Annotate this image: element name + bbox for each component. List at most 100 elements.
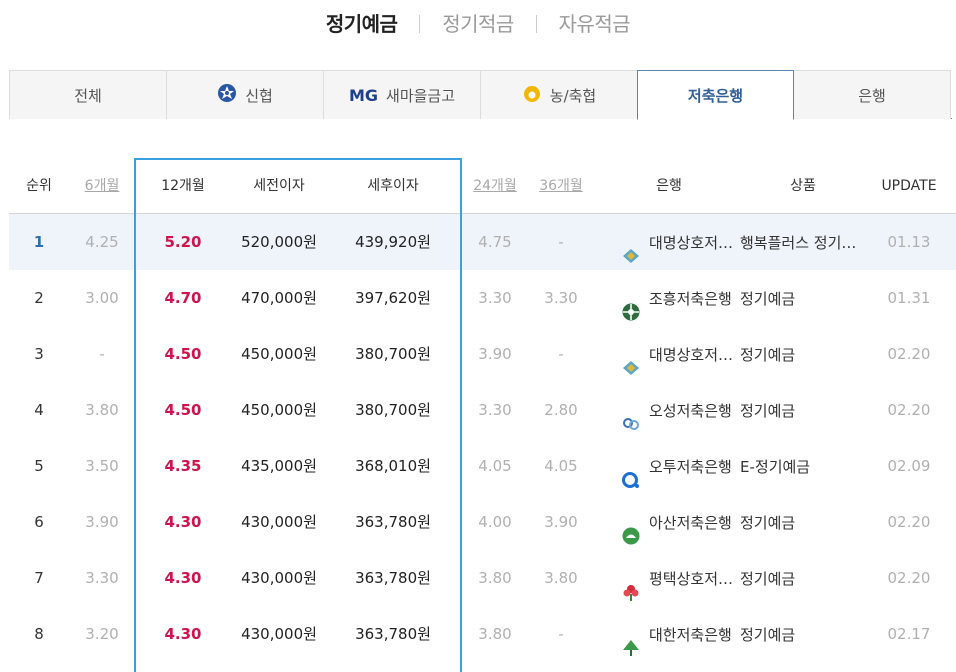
tab-nonghyup[interactable]: 농/축협: [480, 70, 638, 119]
pre-tax-interest-cell: 450,000원: [241, 345, 317, 363]
update-date-cell: 02.09: [887, 457, 931, 475]
rate-36-month-cell: 3.30: [544, 289, 578, 307]
tab-divider: [535, 15, 537, 33]
product-name: 정기예금: [740, 513, 796, 532]
product-cell[interactable]: 정기예금: [740, 606, 862, 662]
tab-savings-bank[interactable]: 저축은행: [637, 70, 794, 120]
product-name: 행복플러스 정기예금: [740, 233, 858, 252]
rate-12-month-cell: 4.30: [164, 569, 202, 587]
post-tax-interest-cell: 397,620원: [355, 289, 431, 307]
tab-fixed-deposit[interactable]: 정기예금: [325, 12, 398, 36]
rate-24-month-cell: 3.30: [478, 289, 512, 307]
table-body: 1 4.25 5.20 520,000원 439,920원 4.75 - 대명상호저축은행 행복…: [9, 214, 956, 662]
tab-all[interactable]: 전체: [9, 70, 167, 119]
table-row[interactable]: 1 4.25 5.20 520,000원 439,920원 4.75 - 대명상호저축은행 행복…: [9, 214, 956, 270]
bank-name: 오투저축은행: [649, 457, 732, 476]
table-row[interactable]: 7 3.30 4.30 430,000원 363,780원 3.80 3.80 평택상호저축은…: [9, 550, 956, 606]
table-row[interactable]: 8 3.20 4.30 430,000원 363,780원 3.80 - 대한저축은행 정기예금…: [9, 606, 956, 662]
post-tax-interest-cell: 368,010원: [355, 457, 431, 475]
product-name: 정기예금: [740, 625, 796, 644]
tab-fixed-savings[interactable]: 정기적금: [442, 12, 514, 36]
product-cell[interactable]: 정기예금: [740, 270, 862, 326]
product-cell[interactable]: 정기예금: [740, 494, 862, 550]
header-6-month[interactable]: 6개월: [84, 178, 120, 194]
table-row[interactable]: 5 3.50 4.35 435,000원 368,010원 4.05 4.05 오투저축은행 E…: [9, 438, 956, 494]
rate-6-month-cell: 3.50: [85, 457, 119, 475]
header-product: 상품: [790, 178, 816, 194]
rate-12-month-cell: 4.35: [164, 457, 202, 475]
bank-cell[interactable]: 대명상호저축은행: [607, 326, 732, 382]
table-row[interactable]: 2 3.00 4.70 470,000원 397,620원 3.30 3.30 조흥저축은행 정…: [9, 270, 956, 326]
tab-label: 전체: [74, 86, 102, 105]
table-row[interactable]: 6 3.90 4.30 430,000원 363,780원 4.00 3.90 아산저축은행 정…: [9, 494, 956, 550]
pyeongtaek-logo-icon: [621, 569, 641, 601]
product-cell[interactable]: 정기예금: [740, 382, 862, 438]
rate-24-month-cell: 4.00: [478, 513, 512, 531]
daemyung-logo-icon: [621, 233, 641, 263]
pre-tax-interest-cell: 430,000원: [241, 513, 317, 531]
rate-12-month-cell: 4.50: [164, 345, 202, 363]
tab-label: 저축은행: [687, 86, 744, 105]
product-name: 정기예금: [740, 345, 796, 364]
shinhyup-logo-icon: [217, 83, 237, 107]
tab-free-savings[interactable]: 자유적금: [558, 12, 631, 36]
post-tax-interest-cell: 380,700원: [355, 345, 431, 363]
header-36-month[interactable]: 36개월: [539, 178, 583, 194]
bank-cell[interactable]: 대한저축은행: [607, 606, 732, 662]
bank-cell[interactable]: 조흥저축은행: [607, 270, 732, 326]
daemyung-logo-icon: [621, 345, 641, 375]
table-row[interactable]: 4 3.80 4.50 450,000원 380,700원 3.30 2.80 오성저축은행 정…: [9, 382, 956, 438]
bank-name: 평택상호저축은행: [649, 569, 732, 588]
rank-cell: 2: [34, 289, 44, 307]
table-row[interactable]: 3 - 4.50 450,000원 380,700원 3.90 - 대명상호저축은행 정기예금 0…: [9, 326, 956, 382]
header-post-tax-interest: 세후이자: [367, 178, 419, 194]
mg-logo-icon: MG: [348, 85, 379, 105]
bank-cell[interactable]: 대명상호저축은행: [607, 214, 732, 270]
pre-tax-interest-cell: 450,000원: [241, 401, 317, 419]
bank-name: 대명상호저축은행: [649, 345, 732, 364]
bank-cell[interactable]: 오투저축은행: [607, 438, 732, 494]
header-bank: 은행: [656, 178, 682, 194]
update-date-cell: 02.20: [887, 345, 931, 363]
rate-12-month-cell: 4.30: [164, 625, 202, 643]
institution-tabs: 전체 신협 MG 새마을금고 농/축협 저축은행 은행: [9, 70, 952, 120]
tab-divider: [419, 15, 421, 33]
rate-6-month-cell: 3.00: [85, 289, 119, 307]
tab-shinhyup[interactable]: 신협: [166, 70, 324, 119]
rate-12-month-cell: 5.20: [164, 233, 202, 251]
product-name: 정기예금: [740, 289, 796, 308]
pre-tax-interest-cell: 430,000원: [241, 569, 317, 587]
tab-label: 은행: [858, 86, 886, 105]
product-name: 정기예금: [740, 401, 796, 420]
pre-tax-interest-cell: 430,000원: [241, 625, 317, 643]
bank-name: 조흥저축은행: [649, 289, 732, 308]
rate-36-month-cell: 2.80: [544, 401, 578, 419]
rate-36-month-cell: 3.90: [544, 513, 578, 531]
rate-6-month-cell: 4.25: [85, 233, 119, 251]
rate-24-month-cell: 3.80: [478, 625, 512, 643]
rate-36-month-cell: -: [558, 233, 564, 251]
header-12-month: 12개월: [161, 178, 205, 194]
post-tax-interest-cell: 363,780원: [355, 625, 431, 643]
osung-logo-icon: [621, 401, 641, 430]
bank-cell[interactable]: 평택상호저축은행: [607, 550, 732, 606]
tab-bank[interactable]: 은행: [793, 70, 951, 119]
product-cell[interactable]: 행복플러스 정기예금: [740, 214, 862, 270]
header-24-month[interactable]: 24개월: [473, 178, 517, 194]
tab-saemaeul[interactable]: MG 새마을금고: [323, 70, 481, 119]
update-date-cell: 02.20: [887, 401, 931, 419]
product-cell[interactable]: E-정기예금: [740, 438, 862, 494]
bank-name: 대명상호저축은행: [649, 233, 732, 252]
product-cell[interactable]: 정기예금: [740, 326, 862, 382]
header-pre-tax-interest: 세전이자: [253, 178, 305, 194]
rank-cell: 7: [34, 569, 44, 587]
bank-cell[interactable]: 오성저축은행: [607, 382, 732, 438]
nonghyup-logo-icon: [522, 83, 542, 107]
rate-36-month-cell: 3.80: [544, 569, 578, 587]
bank-cell[interactable]: 아산저축은행: [607, 494, 732, 550]
rate-24-month-cell: 4.05: [478, 457, 512, 475]
product-cell[interactable]: 정기예금: [740, 550, 862, 606]
rate-36-month-cell: 4.05: [544, 457, 578, 475]
rank-cell: 1: [33, 233, 45, 251]
o2-logo-icon: [621, 457, 641, 488]
